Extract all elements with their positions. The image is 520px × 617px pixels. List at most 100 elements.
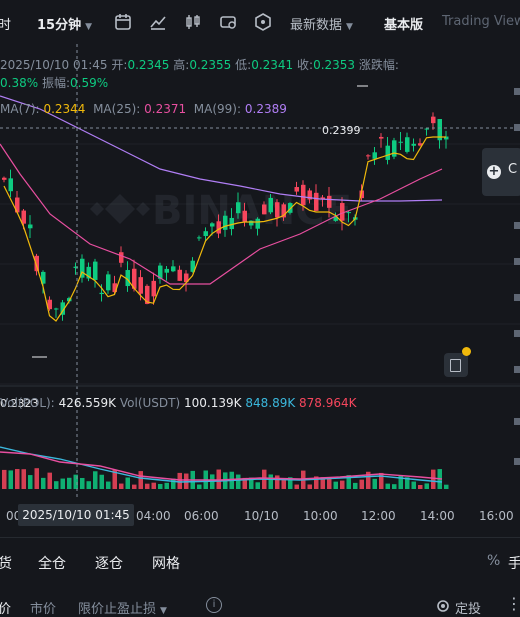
candle-body (223, 215, 228, 230)
chevron-down-icon: ▼ (85, 22, 93, 32)
volume-bar (418, 484, 423, 489)
order-type-market[interactable]: 市价 (30, 602, 57, 617)
candle-body (307, 190, 312, 200)
change-label: 涨跌幅: (358, 58, 399, 72)
settings-icon[interactable] (218, 12, 238, 32)
axis-label-fragment (514, 458, 520, 465)
volume-bar (54, 481, 59, 489)
interval-label: 15分钟 (37, 18, 82, 33)
basic-version-tab[interactable]: 基本版 (384, 18, 424, 33)
vol-pol-label: Vol(POL): (0, 396, 55, 410)
lowest-price-label: 0.2323 (0, 397, 39, 410)
candle-body (242, 210, 247, 222)
volume-bar (359, 479, 364, 489)
order-type-limit[interactable]: 价 (0, 602, 12, 617)
indicator-icon[interactable] (148, 12, 168, 32)
axis-label-fragment (514, 294, 520, 301)
volume-ma5-line (0, 446, 443, 483)
volume-bar (294, 484, 299, 489)
candle-body (138, 277, 143, 294)
volume-bar (216, 469, 221, 489)
notification-dot (462, 347, 471, 356)
volume-bar (236, 474, 241, 489)
gear-icon[interactable] (435, 598, 451, 614)
tab-grid[interactable]: 网格 (152, 556, 180, 572)
kline-chart[interactable]: BINANCE 2025/10/10 01:45 开:0.2345 高:0.23… (0, 44, 520, 500)
add-alert-letter: C (508, 162, 518, 177)
volume-bar (145, 483, 150, 489)
tab-spot[interactable]: 货 (0, 556, 12, 572)
candle-style-icon[interactable] (183, 12, 203, 32)
high-value: 0.2355 (189, 58, 232, 72)
order-type-stop-limit[interactable]: 限价止盈止损 ▼ (78, 598, 167, 617)
candle-body (119, 252, 124, 263)
calendar-icon[interactable] (113, 12, 133, 32)
volume-bar (138, 471, 143, 489)
candle-body (106, 274, 111, 291)
candle-body (34, 255, 39, 272)
candle-body (15, 197, 20, 213)
add-alert-button[interactable]: + C (482, 148, 520, 196)
candle-body (54, 308, 59, 310)
volume-bar (132, 484, 137, 489)
ma99-value: 0.2389 (244, 102, 287, 116)
volume-bar (340, 480, 345, 489)
tab-cross-margin[interactable]: 全仓 (38, 556, 66, 572)
volume-bar (444, 484, 449, 489)
volume-bar (353, 482, 358, 489)
tradingview-tab[interactable]: Trading View (442, 14, 520, 29)
latest-data-label: 最新数据 (290, 18, 343, 33)
candle-body (359, 190, 364, 199)
candle-body (132, 268, 137, 289)
candle-body (327, 195, 332, 208)
candle-body (255, 218, 260, 229)
volume-bar (255, 482, 260, 489)
candle-body (99, 292, 104, 295)
latest-data-dropdown[interactable]: 最新数据 ▼ (290, 14, 353, 33)
time-tick: 06:00 (184, 509, 219, 523)
change-value: 0.38% (0, 76, 39, 90)
candle-body (41, 271, 46, 284)
percent-icon[interactable]: % (487, 553, 501, 569)
info-icon[interactable]: i (206, 597, 222, 613)
time-tick-fragment: 00 (6, 509, 22, 523)
volume-ma10-line (0, 451, 443, 481)
candle-body (411, 143, 416, 146)
layer-widget-icon[interactable] (444, 347, 471, 377)
candle-datetime: 2025/10/10 01:45 (0, 58, 108, 72)
vol-usdt-value: 100.139K (184, 396, 242, 410)
axis-label-fragment (514, 88, 520, 95)
ma-info: MA(7): 0.2344 MA(25): 0.2371 MA(99): 0.2… (0, 102, 287, 116)
candle-body (80, 258, 85, 278)
volume-bar (80, 477, 85, 489)
volume-bar (379, 472, 384, 489)
axis-label-fragment (514, 366, 520, 373)
volume-bar (8, 470, 13, 489)
ma25-value: 0.2371 (144, 102, 187, 116)
amplitude-value: 0.59% (70, 76, 109, 90)
ma7-label: MA(7): (0, 102, 40, 116)
volume-bar (398, 475, 403, 489)
stop-limit-label: 限价止盈止损 (78, 602, 157, 617)
hexagon-icon[interactable] (253, 12, 273, 32)
candle-body (171, 266, 176, 272)
volume-bar (249, 477, 254, 489)
time-tick: 10/10 (244, 509, 279, 523)
axis-label-fragment (514, 330, 520, 337)
chevron-down-icon: ▼ (346, 22, 353, 32)
interval-selector[interactable]: 15分钟 ▼ (37, 14, 92, 33)
time-tab-fragment[interactable]: 时 (0, 18, 12, 33)
volume-bar (2, 469, 7, 489)
tab-isolated-margin[interactable]: 逐仓 (95, 556, 123, 572)
kline-canvas: BINANCE (0, 44, 520, 500)
time-tick: 16:00 (479, 509, 514, 523)
volume-bar (372, 478, 377, 489)
time-axis: 00 04:00 06:00 10/10 10:00 12:00 14:00 1… (0, 500, 520, 530)
volume-bar (307, 484, 312, 489)
tab-hand[interactable]: 手 (508, 556, 520, 572)
trade-mode-tabs: 货 全仓 逐仓 网格 % 手 (0, 540, 520, 580)
candle-body (294, 187, 299, 192)
volume-bar (73, 474, 78, 489)
fixed-investment-button[interactable]: 定投 (455, 602, 482, 617)
more-icon[interactable]: ⋮ (506, 594, 520, 613)
